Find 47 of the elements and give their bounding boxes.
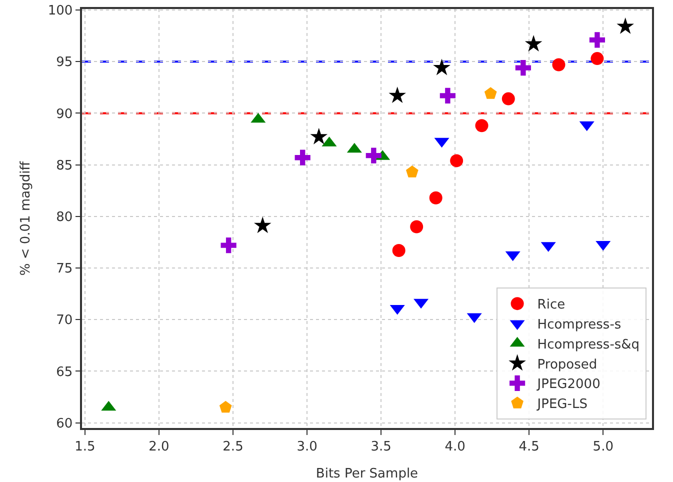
point [294, 150, 310, 166]
point [410, 220, 424, 234]
point [388, 86, 406, 104]
point [590, 52, 604, 66]
y-axis-title: % < 0.01 magdiff [18, 160, 34, 276]
x-tick-label: 3.0 [296, 439, 318, 454]
point [589, 32, 606, 48]
y-tick-label: 60 [56, 416, 73, 432]
point [524, 34, 542, 52]
legend-label: Proposed [537, 357, 598, 372]
point [484, 87, 497, 99]
legend-label: JPEG2000 [536, 377, 600, 392]
point [515, 60, 531, 76]
point [440, 88, 456, 104]
y-tick-label: 70 [56, 313, 73, 328]
point [254, 216, 272, 234]
y-tick-label: 75 [56, 262, 73, 277]
point [450, 154, 464, 168]
y-tick-label: 85 [56, 158, 73, 174]
point [502, 92, 515, 106]
y-tick-label: 95 [56, 55, 73, 70]
y-tick-label: 90 [56, 106, 73, 122]
legend-label: Hcompress-s&q [537, 337, 640, 352]
x-axis-title: Bits Per Sample [316, 466, 418, 482]
x-tick-label: 4.0 [444, 439, 466, 454]
point [429, 191, 442, 204]
y-tick-label: 100 [48, 4, 73, 19]
point [616, 17, 634, 34]
legend-label: JPEG-LS [536, 397, 588, 412]
y-tick-label: 80 [56, 210, 73, 225]
legend-label: Rice [537, 298, 566, 313]
x-tick-label: 4.5 [518, 439, 540, 454]
point [392, 244, 406, 257]
point [220, 238, 236, 254]
x-tick-label: 3.5 [370, 439, 392, 454]
x-tick-label: 1.5 [74, 439, 96, 454]
point [366, 148, 382, 164]
point [310, 128, 328, 144]
y-tick-label: 65 [56, 364, 73, 380]
point [406, 166, 418, 178]
x-tick-label: 2.5 [222, 439, 244, 454]
x-tick-label: 2.0 [148, 439, 170, 454]
point [552, 58, 566, 72]
legend-label: Hcompress-s [537, 318, 622, 333]
x-tick-label: 5.0 [592, 439, 614, 454]
point [433, 58, 450, 76]
point [475, 119, 488, 132]
